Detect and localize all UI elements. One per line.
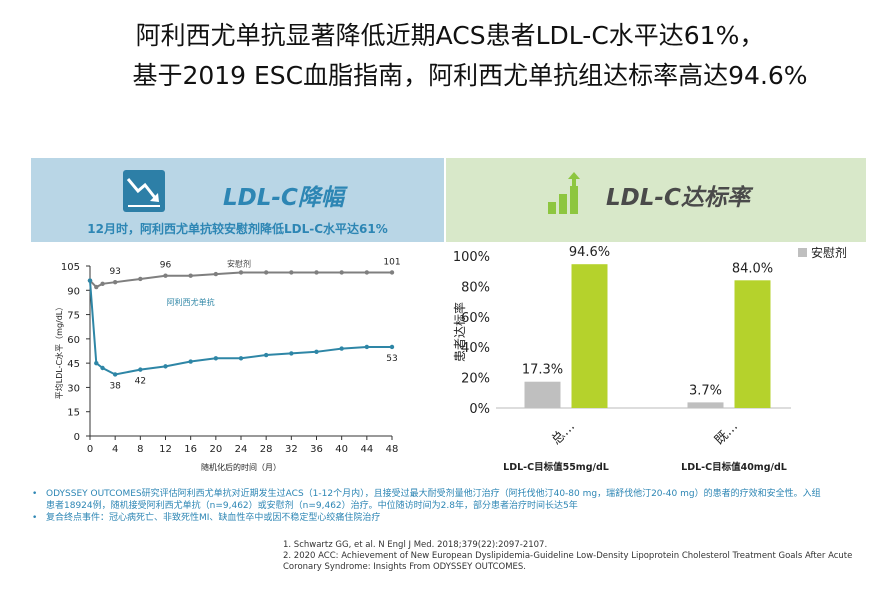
title-line-1: 阿利西尤单抗显著降低近期ACS患者LDL-C水平达61%，	[135, 21, 765, 50]
note-2: 复合终点事件：冠心病死亡、非致死性MI、缺血性卒中或因不稳定型心绞痛住院治疗	[46, 513, 381, 523]
category-caption: LDL-C目标值55mg/dL	[503, 461, 609, 473]
series-name-alirocumab: 阿利西尤单抗	[167, 297, 215, 307]
x-tick-label: 0	[87, 444, 93, 455]
title-line-2: 基于2019 ESC血脂指南，阿利西尤单抗组达标率高达94.6%	[132, 61, 808, 90]
data-point	[138, 276, 143, 282]
study-notes: • ODYSSEY OUTCOMES研究评估阿利西尤单抗对近期发生过ACS（1-1…	[32, 489, 821, 523]
data-point	[138, 367, 143, 372]
data-point	[289, 270, 294, 275]
left-panel-heading: LDL-C降幅	[223, 185, 344, 211]
data-point	[188, 273, 193, 278]
data-point	[112, 372, 118, 377]
data-point	[112, 279, 118, 285]
x-tick-label: 16	[184, 444, 197, 455]
x-tick-label: 44	[360, 444, 373, 455]
data-point	[289, 351, 294, 356]
data-point	[263, 352, 269, 358]
data-point	[94, 284, 99, 290]
data-point	[364, 344, 370, 350]
x-tick-label: 48	[386, 444, 399, 455]
data-point	[314, 349, 319, 355]
x-tick-label: 40	[335, 444, 348, 455]
bar	[524, 381, 561, 408]
data-label: 53	[386, 354, 397, 364]
bar-value-label: 3.7%	[689, 383, 722, 398]
data-point	[94, 360, 99, 366]
y-tick-label: 90	[67, 286, 80, 297]
y-tick-label: 40%	[461, 341, 490, 356]
data-point	[213, 271, 219, 277]
note-1: ODYSSEY OUTCOMES研究评估阿利西尤单抗对近期发生过ACS（1-12…	[46, 489, 821, 511]
y-tick-label: 80%	[461, 280, 490, 295]
y-tick-label: 105	[61, 262, 80, 273]
category-label: 既…	[712, 419, 741, 448]
bar	[687, 402, 724, 408]
x-tick-label: 36	[310, 444, 323, 455]
left-panel-subheading: 12月时，阿利西尤单抗较安慰剂降低LDL-C水平达61%	[87, 222, 388, 236]
trend-down-icon	[123, 170, 165, 212]
data-point	[314, 270, 319, 275]
reference-1: 1. Schwartz GG, et al. N Engl J Med. 201…	[283, 540, 548, 550]
data-point	[263, 270, 269, 275]
x-axis-title: 随机化后的时间（月）	[201, 462, 281, 472]
data-point	[100, 365, 105, 371]
data-label: 101	[383, 257, 400, 267]
data-point	[87, 278, 93, 283]
x-tick-label: 12	[159, 444, 172, 455]
data-label: 38	[109, 381, 121, 391]
category-caption: LDL-C目标值40mg/dL	[681, 461, 787, 473]
left-panel-header: LDL-C降幅 12月时，阿利西尤单抗较安慰剂降低LDL-C水平达61%	[31, 158, 444, 242]
y-tick-label: 60	[67, 335, 80, 346]
category-label: 总…	[549, 419, 578, 448]
y-tick-label: 60%	[461, 311, 490, 326]
y-tick-label: 45	[67, 359, 80, 370]
y-axis-title: 患者达标率	[452, 302, 467, 362]
bar-chart-up-icon	[546, 172, 588, 216]
references: 1. Schwartz GG, et al. N Engl J Med. 201…	[283, 540, 863, 573]
bar-value-label: 17.3%	[522, 363, 563, 378]
bar-value-label: 94.6%	[569, 245, 610, 260]
data-point	[188, 359, 193, 364]
reference-2: 2. 2020 ACC: Achievement of New European…	[283, 551, 853, 572]
bar	[571, 264, 608, 408]
data-point	[213, 356, 219, 361]
y-tick-label: 0	[74, 432, 80, 443]
data-label: 42	[135, 377, 146, 387]
x-tick-label: 28	[260, 444, 273, 455]
x-tick-label: 8	[137, 444, 143, 455]
ldl-line-chart: 0 15 30 45 60 75 90 105 0 4 8 12 16 20 24 28 32 36 40 44 48 随…	[52, 252, 412, 474]
right-panel-heading: LDL-C达标率	[606, 185, 750, 211]
y-tick-label: 0%	[469, 402, 490, 417]
data-point	[389, 270, 395, 275]
right-panel-header: LDL-C达标率	[446, 158, 866, 242]
data-point	[339, 346, 344, 351]
data-point	[100, 281, 105, 287]
x-tick-label: 4	[112, 444, 118, 455]
data-point	[163, 273, 168, 278]
y-tick-label: 100%	[453, 250, 490, 265]
y-tick-label: 20%	[461, 372, 490, 387]
data-point	[238, 356, 244, 361]
legend-label: 安慰剂	[811, 245, 847, 260]
data-point	[364, 270, 370, 275]
data-point	[163, 364, 168, 369]
y-tick-label: 15	[67, 408, 80, 419]
x-tick-label: 24	[235, 444, 248, 455]
bar-value-label: 84.0%	[732, 261, 773, 276]
legend-swatch	[798, 248, 807, 257]
data-point	[389, 344, 395, 350]
bar	[734, 280, 771, 408]
y-tick-label: 30	[67, 383, 80, 394]
series-name-placebo: 安慰剂	[227, 258, 251, 268]
x-tick-label: 20	[209, 444, 222, 455]
x-tick-label: 32	[285, 444, 298, 455]
y-axis-title: 平均LDL-C水平（mg/dL）	[54, 303, 64, 400]
data-label: 93	[109, 267, 120, 277]
data-label: 96	[160, 261, 172, 271]
target-bar-chart: 0% 20% 40% 60% 80% 100% 患者达标率 17.3% 94.6% 总… LDL-C…	[446, 242, 866, 478]
y-tick-label: 75	[67, 311, 80, 322]
data-point	[339, 270, 344, 275]
data-point	[238, 270, 244, 275]
